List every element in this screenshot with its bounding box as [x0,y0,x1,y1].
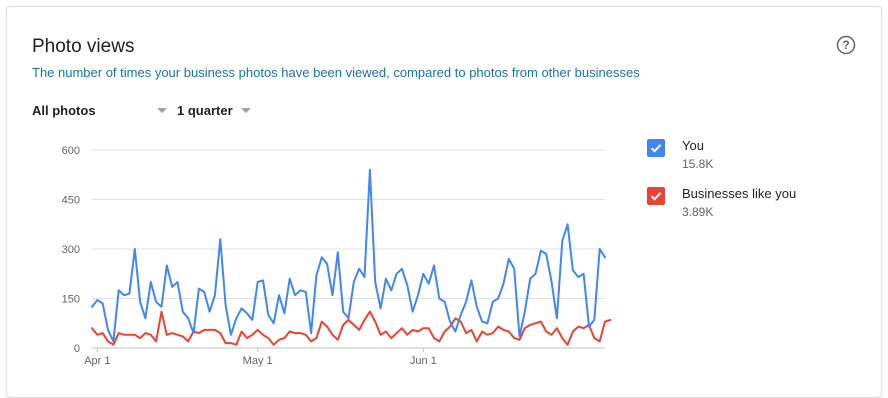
series-line-you [91,168,606,343]
date-range-dropdown[interactable]: 1 quarter [177,100,251,120]
legend-total: 3.89K [682,205,714,219]
legend-label: Businesses like you [682,186,797,201]
legend-label: You [682,138,704,153]
card-title: Photo views [32,36,135,57]
series-line-businesses-like-you [91,310,612,346]
photo-views-card: Photo views ? The number of times your b… [6,6,882,398]
legend-item-businesses[interactable]: Businesses like you 3.89K [647,186,797,219]
y-tick-label: 0 [74,343,80,355]
photos-filter-dropdown[interactable]: All photos [32,100,167,120]
photos-filter-label: All photos [32,102,96,118]
y-tick-label: 450 [62,195,80,207]
y-tick-label: 600 [62,145,80,157]
legend-item-you[interactable]: You 15.8K [647,138,714,171]
dropdown-caret-icon [240,107,251,113]
help-icon[interactable]: ? [836,35,856,55]
x-tick-label: May 1 [243,355,273,367]
legend-total: 15.8K [682,157,714,171]
photo-views-chart: 600 450 300 150 0 Apr 1 May 1 Jun 1 [62,145,612,367]
date-range-label: 1 quarter [177,102,233,118]
checkbox-checked-icon[interactable] [647,139,665,157]
y-tick-label: 150 [62,294,80,306]
checkbox-checked-icon[interactable] [647,187,665,205]
card-subtitle: The number of times your business photos… [32,65,640,80]
svg-text:?: ? [842,38,849,52]
y-tick-label: 300 [62,244,80,256]
x-tick-label: Jun 1 [410,355,437,367]
dropdown-caret-icon [157,107,167,113]
x-tick-label: Apr 1 [84,355,110,367]
